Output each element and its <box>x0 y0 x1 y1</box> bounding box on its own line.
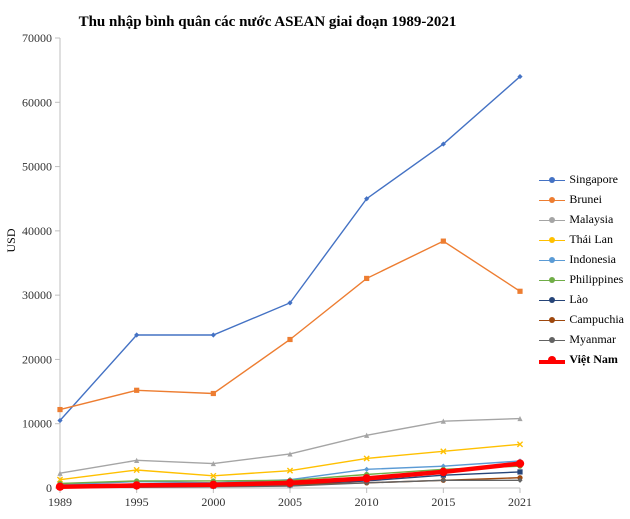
svg-text:0: 0 <box>46 481 52 495</box>
legend-swatch <box>539 193 565 207</box>
svg-text:70000: 70000 <box>22 31 52 45</box>
svg-text:10000: 10000 <box>22 417 52 431</box>
series-line <box>60 241 520 409</box>
legend-item: Philippines <box>539 270 624 290</box>
chart-container: Thu nhập bình quân các nước ASEAN giai đ… <box>0 0 630 519</box>
legend-swatch <box>539 333 565 347</box>
legend-item: Campuchia <box>539 310 624 330</box>
svg-text:40000: 40000 <box>22 224 52 238</box>
svg-text:20000: 20000 <box>22 352 52 366</box>
legend-item: Thái Lan <box>539 230 624 250</box>
svg-text:1989: 1989 <box>48 495 72 509</box>
legend-label: Việt Nam <box>569 350 618 369</box>
series-line <box>60 77 520 421</box>
legend-label: Thái Lan <box>569 230 613 249</box>
legend-swatch <box>539 233 565 247</box>
legend-swatch <box>539 253 565 267</box>
svg-text:60000: 60000 <box>22 95 52 109</box>
legend-swatch <box>539 353 565 367</box>
legend-swatch <box>539 313 565 327</box>
legend-label: Indonesia <box>569 250 616 269</box>
legend-item: Indonesia <box>539 250 624 270</box>
legend-label: Lào <box>569 290 588 309</box>
legend-label: Malaysia <box>569 210 613 229</box>
legend-swatch <box>539 173 565 187</box>
legend-label: Myanmar <box>569 330 616 349</box>
chart-plot: 0 10000 20000 30000 40000 50000 60000 70000 1989… <box>0 0 630 519</box>
svg-text:30000: 30000 <box>22 288 52 302</box>
legend-swatch <box>539 213 565 227</box>
svg-text:2015: 2015 <box>431 495 455 509</box>
svg-text:2005: 2005 <box>278 495 302 509</box>
legend-label: Campuchia <box>569 310 624 329</box>
legend-item: Myanmar <box>539 330 624 350</box>
chart-title: Thu nhập bình quân các nước ASEAN giai đ… <box>0 14 535 31</box>
legend: SingaporeBruneiMalaysiaThái LanIndonesia… <box>539 170 624 370</box>
legend-swatch <box>539 273 565 287</box>
legend-item: Singapore <box>539 170 624 190</box>
legend-item: Brunei <box>539 190 624 210</box>
svg-text:2021: 2021 <box>508 495 532 509</box>
svg-text:2010: 2010 <box>355 495 379 509</box>
legend-item: Lào <box>539 290 624 310</box>
y-axis-label: USD <box>4 228 19 252</box>
legend-item: Malaysia <box>539 210 624 230</box>
legend-swatch <box>539 293 565 307</box>
legend-label: Philippines <box>569 270 623 289</box>
legend-label: Brunei <box>569 190 602 209</box>
svg-text:2000: 2000 <box>201 495 225 509</box>
legend-item: Việt Nam <box>539 350 624 370</box>
legend-label: Singapore <box>569 170 618 189</box>
svg-text:1995: 1995 <box>125 495 149 509</box>
svg-text:50000: 50000 <box>22 160 52 174</box>
